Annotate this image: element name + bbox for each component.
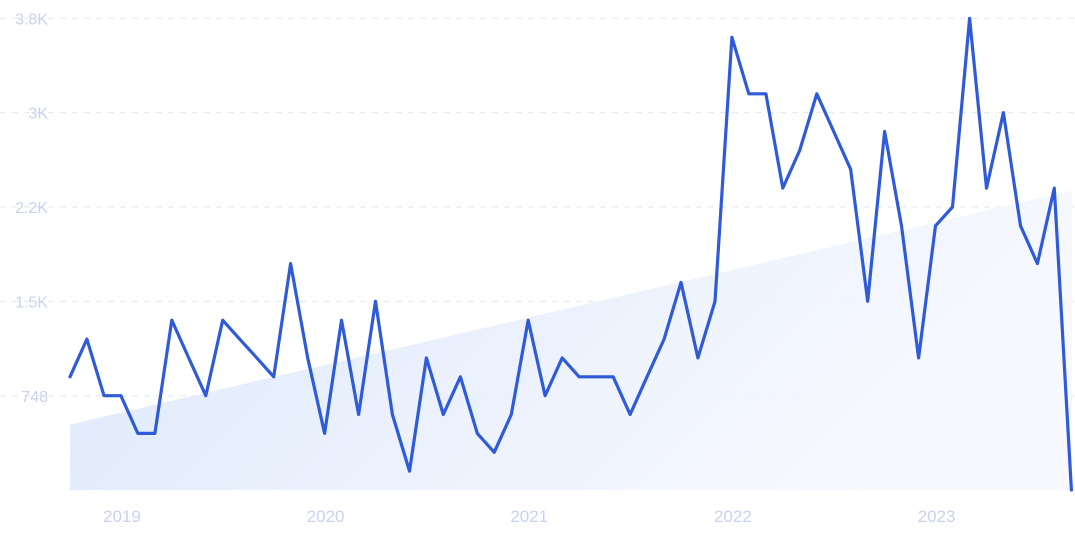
y-tick-label: 3.8K (15, 11, 48, 28)
y-tick-label: 1.5K (15, 294, 48, 311)
x-tick-label: 2022 (714, 507, 752, 526)
x-tick-label: 2020 (307, 507, 345, 526)
y-tick-label: 3K (28, 106, 48, 123)
y-tick-label: 748 (21, 389, 48, 406)
x-tick-label: 2019 (103, 507, 141, 526)
series-line (68, 16, 1074, 492)
y-tick-label: 2.2K (15, 200, 48, 217)
x-tick-label: 2021 (510, 507, 548, 526)
y-axis: 748 1.5K 2.2K 3K 3.8K (15, 11, 48, 406)
x-tick-label: 2023 (918, 507, 956, 526)
series-layer (68, 16, 1074, 492)
x-axis: 2019 2020 2021 2022 2023 (103, 507, 955, 526)
